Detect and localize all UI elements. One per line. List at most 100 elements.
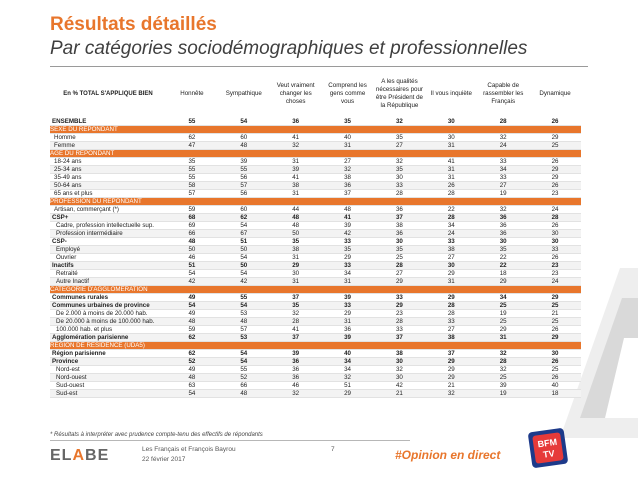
table-cell: 53 (217, 309, 270, 319)
table-cell: 29 (321, 309, 374, 319)
table-cell: 29 (425, 373, 478, 383)
table-row: Ouvrier 46 54 31 29 25 27 22 26 (50, 253, 581, 263)
table-cell: 49 (166, 293, 218, 303)
table-row: Homme 62 60 41 40 35 30 32 29 (50, 133, 581, 143)
table-cell: 55 (166, 118, 218, 127)
table-cell: 30 (269, 269, 322, 279)
table-cell: 26 (529, 325, 581, 335)
table-cell: 31 (321, 317, 374, 327)
row-label: Nord-est (50, 365, 166, 375)
table-row: Région parisienne 62 54 39 40 38 37 32 30 (50, 349, 581, 359)
table-cell: 48 (217, 141, 270, 151)
table-cell: 28 (373, 189, 426, 199)
table-cell: 22 (425, 205, 478, 215)
table-cell: 56 (217, 173, 270, 183)
table-cell: 66 (217, 381, 270, 391)
title-divider (50, 66, 588, 67)
table-cell: 32 (477, 133, 530, 143)
table-cell: 31 (425, 173, 478, 183)
section-label: AGE DU REPONDANT (50, 149, 581, 159)
table-cell: 34 (477, 293, 530, 303)
table-cell: 28 (425, 189, 478, 199)
table-cell: 28 (529, 213, 581, 223)
table-row: Nord-est 49 55 36 34 32 29 32 25 (50, 365, 581, 375)
table-cell: 31 (477, 333, 530, 343)
table-cell: 54 (217, 221, 270, 231)
table-cell: 49 (166, 309, 218, 319)
table-cell: 32 (373, 118, 426, 127)
table-row: Retraité 54 54 30 34 27 29 18 23 (50, 269, 581, 279)
elabe-logo-text: ELABE (50, 447, 109, 465)
table-body: ENSEMBLE 55 54 36 35 32 30 28 26 SEXE DU REPONDAN… (50, 118, 581, 399)
column-header: Sympathique (225, 90, 262, 97)
table-cell: 31 (425, 165, 478, 175)
table-cell: 29 (269, 261, 322, 271)
table-header-row: En % TOTAL S'APPLIQUE BIEN Honnête Sympat… (50, 70, 581, 118)
table-cell: 35 (321, 245, 374, 255)
table-cell: 28 (373, 261, 426, 271)
table-cell: 69 (166, 221, 218, 231)
table-cell: 30 (425, 261, 478, 271)
section-header-row: REGION DE RESIDENCE (UDA5) (50, 341, 581, 351)
table-cell: 55 (166, 165, 218, 175)
table-cell: 41 (269, 325, 322, 335)
table-cell: 35 (373, 133, 426, 143)
table-cell: 39 (269, 165, 322, 175)
table-cell: 33 (425, 317, 478, 327)
table-cell: 31 (425, 277, 478, 287)
table-cell: 35 (477, 245, 530, 255)
row-label: 100.000 hab. et plus (50, 325, 166, 335)
table-cell: 59 (166, 325, 218, 335)
table-cell: 36 (321, 325, 374, 335)
row-label: ENSEMBLE (50, 118, 166, 127)
table-cell: 63 (166, 381, 218, 391)
table-cell: 62 (166, 333, 218, 343)
table-cell: 41 (269, 173, 322, 183)
table-cell: 54 (166, 389, 218, 399)
table-cell: 36 (321, 181, 374, 191)
table-cell: 54 (217, 301, 270, 311)
table-row: Inactifs 51 50 29 33 28 30 22 23 (50, 261, 581, 271)
table-cell: 28 (425, 309, 478, 319)
table-cell: 26 (529, 181, 581, 191)
table-cell: 33 (529, 245, 581, 255)
table-row: 100.000 hab. et plus 59 57 41 36 33 27 29 26 (50, 325, 581, 335)
table-cell: 39 (321, 293, 374, 303)
table-cell: 23 (529, 189, 581, 199)
table-cell: 41 (269, 133, 322, 143)
table-cell: 33 (477, 157, 530, 167)
table-cell: 21 (373, 389, 426, 399)
table-cell: 35 (321, 118, 374, 127)
section-label: SEXE DU REPONDANT (50, 125, 581, 135)
table-cell: 66 (166, 229, 218, 239)
table-cell: 38 (373, 349, 426, 359)
table-cell: 47 (166, 141, 218, 151)
table-cell: 46 (269, 381, 322, 391)
table-cell: 19 (477, 189, 530, 199)
table-cell: 51 (321, 381, 374, 391)
row-label: De 20.000 à moins de 100.000 hab. (50, 317, 166, 327)
table-row: Artisan, commerçant (*) 59 60 44 48 36 22 32 24 (50, 205, 581, 215)
table-cell: 30 (373, 237, 426, 247)
table-cell: 35 (373, 245, 426, 255)
table-row: Nord-ouest 48 52 36 32 30 29 25 26 (50, 373, 581, 383)
table-cell: 37 (425, 349, 478, 359)
table-cell: 48 (166, 317, 218, 327)
table-cell: 33 (321, 301, 374, 311)
table-cell: 59 (166, 205, 218, 215)
table-cell: 25 (529, 141, 581, 151)
table-cell: 49 (166, 365, 218, 375)
row-label: CSP- (50, 237, 166, 247)
svg-text:TV: TV (542, 448, 555, 460)
table-row: Agglomération parisienne 62 53 37 39 37 38 31 29 (50, 333, 581, 343)
table-cell: 37 (373, 333, 426, 343)
row-label: Région parisienne (50, 349, 166, 359)
table-cell: 26 (529, 357, 581, 367)
table-cell: 31 (269, 253, 322, 263)
table-cell: 34 (321, 357, 374, 367)
table-cell: 28 (425, 301, 478, 311)
row-label: 25-34 ans (50, 165, 166, 175)
row-label: Inactifs (50, 261, 166, 271)
table-cell: 26 (529, 157, 581, 167)
column-header: Capable de rassembler les Français (483, 82, 524, 105)
